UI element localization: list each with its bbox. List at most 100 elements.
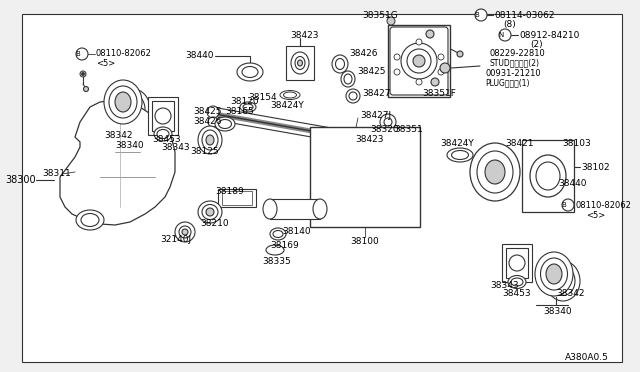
Bar xyxy=(218,189,256,207)
Ellipse shape xyxy=(541,258,568,290)
Text: <5>: <5> xyxy=(586,211,605,219)
Polygon shape xyxy=(60,100,175,225)
Circle shape xyxy=(475,9,487,21)
Ellipse shape xyxy=(538,179,550,186)
Text: 38125: 38125 xyxy=(190,148,219,157)
Ellipse shape xyxy=(81,214,99,227)
Text: 38440: 38440 xyxy=(185,51,214,61)
Ellipse shape xyxy=(284,92,296,98)
Bar xyxy=(222,191,252,205)
Text: 38351G: 38351G xyxy=(362,10,397,19)
Circle shape xyxy=(416,39,422,45)
Text: STUDスタッド(2): STUDスタッド(2) xyxy=(490,58,540,67)
Ellipse shape xyxy=(202,130,218,150)
Ellipse shape xyxy=(240,102,256,112)
Circle shape xyxy=(562,199,574,211)
Text: 38424Y: 38424Y xyxy=(270,100,304,109)
Ellipse shape xyxy=(242,67,258,77)
Ellipse shape xyxy=(206,135,214,145)
Circle shape xyxy=(561,163,569,171)
Circle shape xyxy=(457,51,463,57)
Ellipse shape xyxy=(243,104,253,110)
Ellipse shape xyxy=(116,89,150,129)
Text: <5>: <5> xyxy=(96,60,115,68)
Ellipse shape xyxy=(477,151,513,193)
Ellipse shape xyxy=(551,266,575,295)
Ellipse shape xyxy=(535,176,553,188)
Circle shape xyxy=(384,118,392,126)
Text: 38189: 38189 xyxy=(215,187,244,196)
Bar xyxy=(388,25,450,97)
Circle shape xyxy=(380,114,396,130)
Circle shape xyxy=(431,78,439,86)
Ellipse shape xyxy=(109,86,137,118)
Text: (2): (2) xyxy=(530,41,543,49)
Circle shape xyxy=(438,69,444,75)
Ellipse shape xyxy=(530,155,566,197)
Bar xyxy=(148,97,178,135)
Text: 38425: 38425 xyxy=(193,108,221,116)
Text: (8): (8) xyxy=(503,20,516,29)
Text: A380A0.5: A380A0.5 xyxy=(565,353,609,362)
Circle shape xyxy=(175,222,195,242)
Bar xyxy=(270,199,320,219)
Ellipse shape xyxy=(485,160,505,184)
Bar xyxy=(286,46,314,80)
Ellipse shape xyxy=(198,126,222,154)
Circle shape xyxy=(413,55,425,67)
Ellipse shape xyxy=(332,55,348,73)
Ellipse shape xyxy=(335,58,344,70)
Circle shape xyxy=(499,29,511,41)
Text: 38169: 38169 xyxy=(270,241,299,250)
Circle shape xyxy=(76,48,88,60)
Ellipse shape xyxy=(218,119,232,128)
Circle shape xyxy=(426,30,434,38)
Text: 38440: 38440 xyxy=(558,180,586,189)
Ellipse shape xyxy=(157,129,169,138)
Text: 08114-03062: 08114-03062 xyxy=(494,10,554,19)
Text: B: B xyxy=(475,12,479,18)
Text: 38102: 38102 xyxy=(581,163,610,171)
Bar xyxy=(310,127,420,227)
Text: 38103: 38103 xyxy=(562,140,591,148)
Ellipse shape xyxy=(451,151,468,160)
Ellipse shape xyxy=(341,71,355,87)
Circle shape xyxy=(81,73,84,76)
Text: 38423: 38423 xyxy=(355,135,383,144)
Text: 38335: 38335 xyxy=(262,257,291,266)
Text: 38342: 38342 xyxy=(556,289,584,298)
Bar xyxy=(506,248,528,278)
Text: 38426: 38426 xyxy=(349,49,378,58)
Text: 38154: 38154 xyxy=(248,93,276,102)
Text: 00931-21210: 00931-21210 xyxy=(485,70,541,78)
Circle shape xyxy=(179,226,191,238)
Text: 38320: 38320 xyxy=(370,125,399,134)
Ellipse shape xyxy=(280,90,300,99)
Text: PLUGプラグ(1): PLUGプラグ(1) xyxy=(485,78,529,87)
Ellipse shape xyxy=(198,201,222,223)
Text: 38120: 38120 xyxy=(230,97,259,106)
Ellipse shape xyxy=(536,162,560,190)
Circle shape xyxy=(155,108,171,124)
Text: 38453: 38453 xyxy=(152,135,180,144)
Bar xyxy=(522,140,574,212)
Circle shape xyxy=(387,17,395,25)
Ellipse shape xyxy=(115,92,131,112)
Ellipse shape xyxy=(154,127,172,141)
Circle shape xyxy=(207,106,219,118)
Circle shape xyxy=(83,87,88,92)
Bar xyxy=(152,101,174,131)
Ellipse shape xyxy=(546,264,562,284)
Bar xyxy=(502,244,532,282)
Circle shape xyxy=(553,145,563,155)
Ellipse shape xyxy=(508,276,526,289)
Text: B: B xyxy=(562,202,566,208)
Ellipse shape xyxy=(202,205,218,219)
Text: 32140J: 32140J xyxy=(160,235,191,244)
Circle shape xyxy=(182,229,188,235)
Text: 38424Y: 38424Y xyxy=(440,140,474,148)
Ellipse shape xyxy=(76,210,104,230)
Text: 38351F: 38351F xyxy=(422,90,456,99)
FancyBboxPatch shape xyxy=(390,27,448,95)
Text: 38343: 38343 xyxy=(161,144,189,153)
